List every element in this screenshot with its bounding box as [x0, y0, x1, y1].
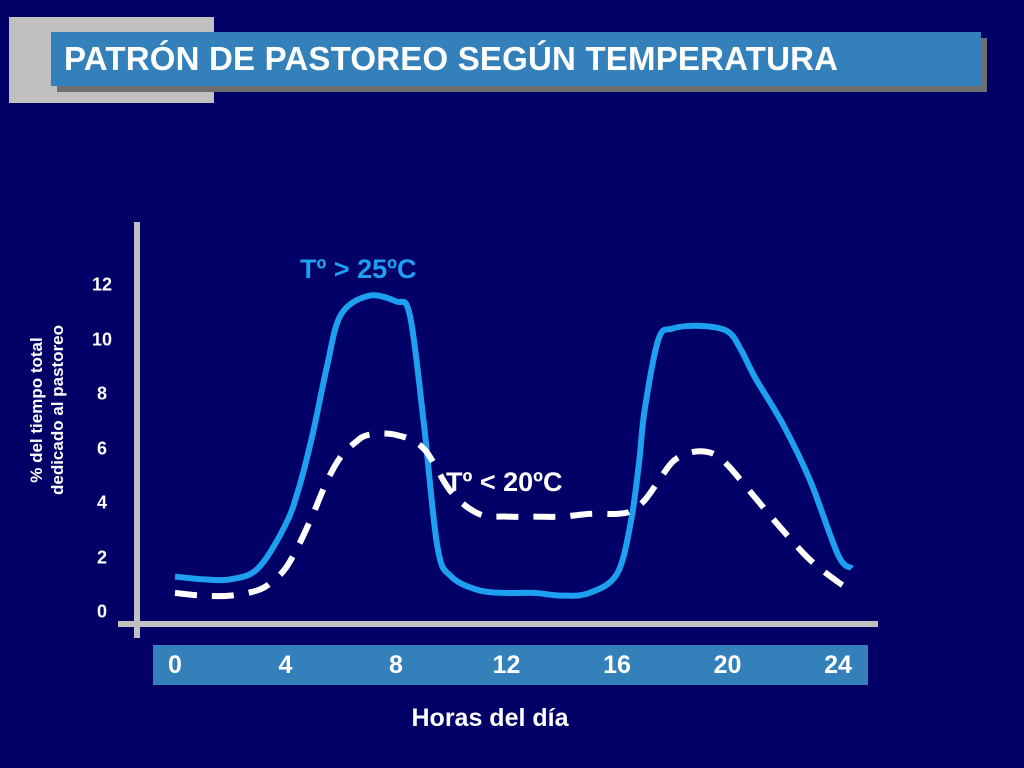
y-tick-label: 10	[91, 329, 113, 349]
y-axis-label-line: % del tiempo total	[27, 337, 46, 483]
x-tick-label: 24	[824, 651, 852, 679]
y-tick-label: 6	[96, 438, 107, 458]
x-axis-label: Horas del día	[411, 704, 569, 732]
x-tick-label: 20	[713, 651, 742, 679]
series-label-cool: Tº < 20ºC	[446, 467, 563, 497]
x-tick-label: 16	[603, 651, 631, 679]
x-tick-label: 8	[389, 651, 403, 679]
y-tick-label: 0	[96, 601, 107, 622]
y-tick-label: 12	[91, 274, 113, 295]
y-tick-label: 2	[96, 547, 107, 567]
series-label-hot: Tº > 25ºC	[300, 254, 417, 284]
y-axis-label-line: dedicado al pastoreo	[48, 324, 67, 496]
x-tick-label: 12	[492, 651, 521, 679]
x-tick-label: 4	[278, 651, 293, 679]
title-bar: PATRÓN DE PASTOREO SEGÚN TEMPERATURA	[51, 32, 981, 86]
y-axis-label: % del tiempo total dedicado al pastoreo	[26, 325, 68, 495]
slide-title: PATRÓN DE PASTOREO SEGÚN TEMPERATURA	[64, 40, 839, 77]
x-tick-label: 0	[168, 651, 182, 679]
y-tick-label: 4	[96, 492, 107, 513]
series-layer	[174, 292, 854, 600]
x-axis-tick-bar: 0 4 8 12 16 20 24	[153, 645, 868, 685]
y-tick-label: 8	[96, 383, 107, 404]
series-line-hot	[174, 292, 854, 599]
series-line-cool	[174, 430, 854, 600]
